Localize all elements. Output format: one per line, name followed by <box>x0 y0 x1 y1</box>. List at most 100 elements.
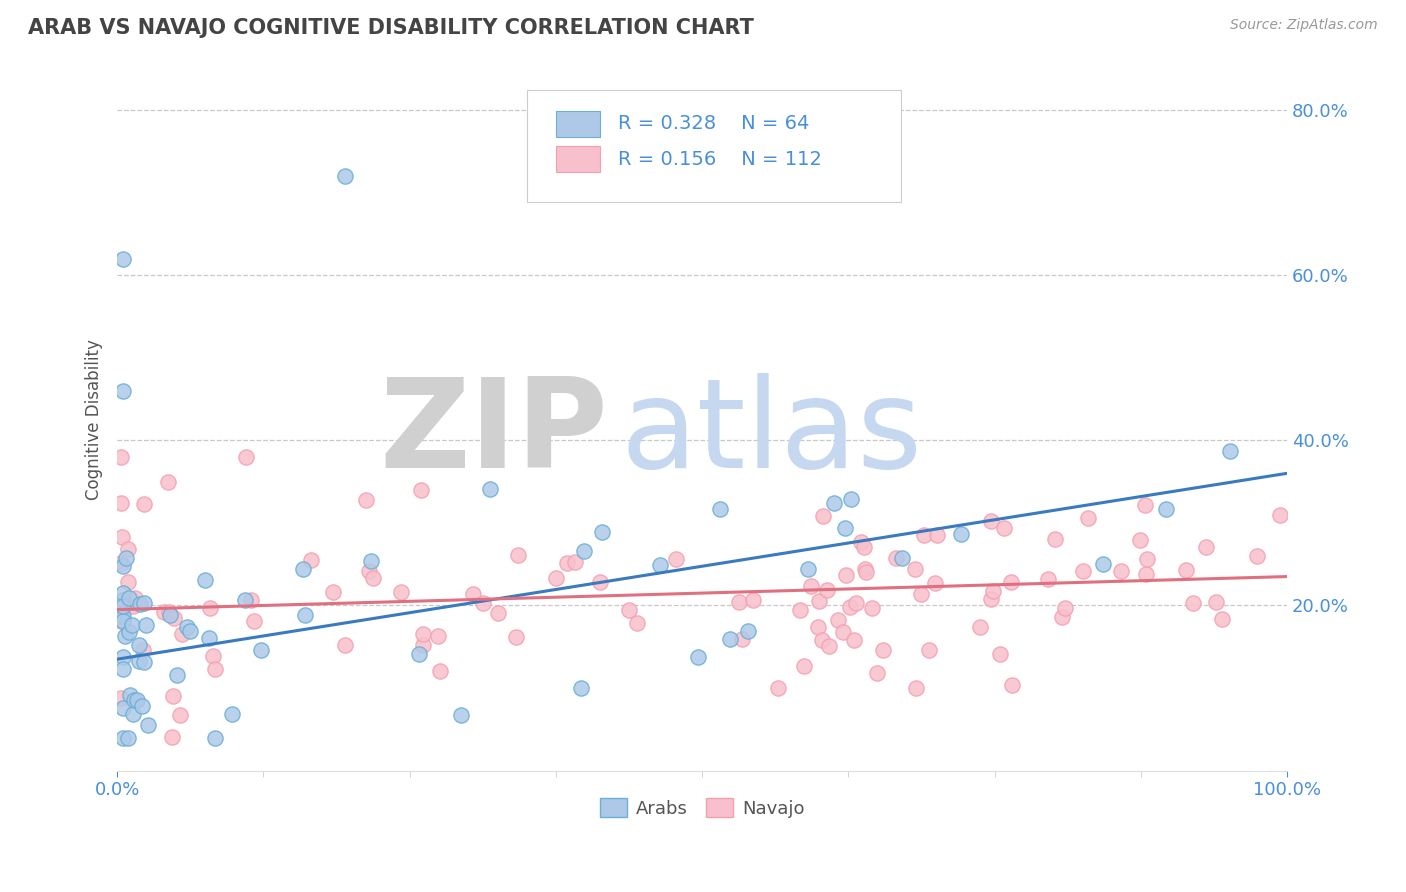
Arabs <box>591 524 613 539</box>
Navajo <box>619 603 641 617</box>
Navajo <box>110 609 132 624</box>
Arabs <box>117 731 139 745</box>
Arabs <box>128 639 150 653</box>
Arabs <box>1219 443 1241 458</box>
Navajo <box>134 496 156 510</box>
Navajo <box>110 496 132 510</box>
Navajo <box>855 566 877 580</box>
Navajo <box>980 591 1002 606</box>
Navajo <box>110 450 132 464</box>
Text: Source: ZipAtlas.com: Source: ZipAtlas.com <box>1230 18 1378 32</box>
Navajo <box>789 603 811 617</box>
Arabs <box>686 650 709 665</box>
Arabs <box>204 731 226 745</box>
Navajo <box>564 555 586 569</box>
Navajo <box>980 515 1002 529</box>
Arabs <box>333 169 356 183</box>
Arabs <box>136 718 159 732</box>
Arabs <box>166 668 188 682</box>
Navajo <box>842 632 865 647</box>
Arabs <box>650 558 672 572</box>
Arabs <box>176 620 198 634</box>
Arabs <box>890 551 912 566</box>
Navajo <box>811 508 834 523</box>
Navajo <box>1135 567 1157 582</box>
Arabs <box>114 629 136 643</box>
Arabs <box>294 607 316 622</box>
Y-axis label: Cognitive Disability: Cognitive Disability <box>86 339 103 500</box>
Navajo <box>463 587 485 601</box>
Navajo <box>124 591 146 605</box>
Arabs <box>112 701 135 715</box>
Navajo <box>157 475 180 489</box>
Arabs <box>132 655 155 669</box>
Navajo <box>162 690 184 704</box>
Arabs <box>112 592 135 607</box>
Arabs <box>572 544 595 558</box>
Navajo <box>1205 595 1227 609</box>
Navajo <box>389 584 412 599</box>
Navajo <box>728 594 751 608</box>
Arabs <box>949 527 972 541</box>
Text: ZIP: ZIP <box>380 373 609 494</box>
Arabs <box>709 501 731 516</box>
Navajo <box>924 575 946 590</box>
Arabs <box>1156 502 1178 516</box>
Navajo <box>866 665 889 680</box>
Arabs <box>179 624 201 639</box>
Navajo <box>853 540 876 554</box>
Arabs <box>112 731 135 745</box>
Navajo <box>1001 678 1024 692</box>
FancyBboxPatch shape <box>527 89 901 202</box>
Arabs <box>737 624 759 638</box>
Arabs <box>823 496 845 510</box>
Arabs <box>112 586 135 600</box>
Navajo <box>122 599 145 614</box>
Bar <box>555 145 600 172</box>
Navajo <box>969 620 991 634</box>
Navajo <box>917 643 939 657</box>
Arabs <box>249 643 271 657</box>
Arabs <box>112 252 135 266</box>
Navajo <box>506 549 529 563</box>
Navajo <box>486 606 509 620</box>
Arabs <box>124 693 146 707</box>
Arabs <box>408 648 430 662</box>
Arabs <box>131 698 153 713</box>
Navajo <box>853 561 876 575</box>
Arabs <box>221 707 243 722</box>
Navajo <box>243 614 266 628</box>
Navajo <box>1111 564 1133 578</box>
Arabs <box>194 573 217 587</box>
Navajo <box>1211 612 1233 626</box>
Arabs <box>112 662 135 676</box>
Navajo <box>860 601 883 615</box>
Arabs <box>112 650 135 665</box>
Navajo <box>839 600 862 615</box>
Navajo <box>1036 572 1059 586</box>
Navajo <box>1052 610 1074 624</box>
Navajo <box>169 708 191 723</box>
Navajo <box>807 620 830 634</box>
Navajo <box>160 730 183 744</box>
Navajo <box>993 521 1015 535</box>
Arabs <box>122 707 145 722</box>
Navajo <box>204 663 226 677</box>
Arabs <box>112 609 135 624</box>
Navajo <box>981 583 1004 598</box>
Navajo <box>152 605 174 619</box>
Arabs <box>291 561 314 575</box>
Arabs <box>127 693 149 707</box>
Arabs <box>569 681 592 695</box>
Navajo <box>1043 532 1066 546</box>
Arabs <box>118 688 141 702</box>
Navajo <box>198 601 221 615</box>
Navajo <box>132 643 155 657</box>
Navajo <box>117 575 139 590</box>
Navajo <box>807 594 830 608</box>
Navajo <box>240 592 263 607</box>
Arabs <box>112 614 135 628</box>
Navajo <box>904 681 927 695</box>
Navajo <box>827 613 849 627</box>
Navajo <box>409 483 432 497</box>
